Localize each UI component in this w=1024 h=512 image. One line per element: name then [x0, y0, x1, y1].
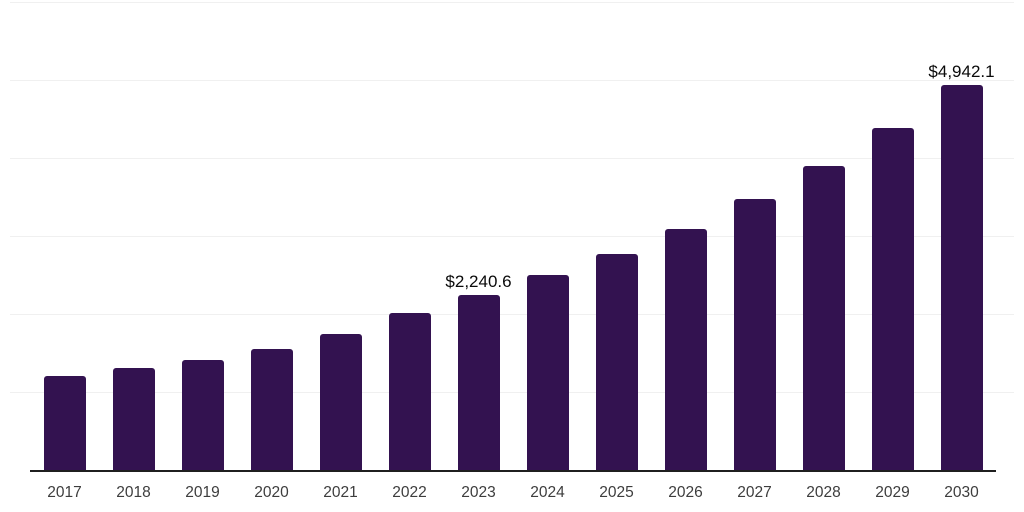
bar-2021 [319, 333, 362, 470]
data-label-2030: $4,942.1 [928, 61, 995, 81]
x-tick-2023: 2023 [461, 484, 496, 501]
x-tick-2024: 2024 [530, 484, 565, 501]
bar-2028 [802, 165, 845, 470]
bar-2020 [250, 348, 293, 470]
bar-2026 [664, 228, 707, 470]
x-tick-2018: 2018 [116, 484, 151, 501]
x-tick-2029: 2029 [875, 484, 910, 501]
bar-2029 [871, 128, 914, 470]
bar-2023 [457, 295, 500, 470]
x-tick-2017: 2017 [47, 484, 82, 501]
bar-2025 [595, 253, 638, 470]
gridline-4000 [10, 157, 1014, 159]
x-tick-2025: 2025 [599, 484, 634, 501]
gridline-5000 [10, 79, 1014, 81]
bar-2018 [112, 367, 155, 470]
bar-2022 [388, 312, 431, 470]
data-label-2023: $2,240.6 [445, 272, 512, 292]
x-tick-2027: 2027 [737, 484, 772, 501]
bar-2024 [526, 275, 569, 470]
bar-2027 [733, 199, 776, 470]
x-tick-2030: 2030 [944, 484, 979, 501]
gridline-1000 [10, 391, 1014, 393]
x-tick-2026: 2026 [668, 484, 703, 501]
bar-2017 [43, 375, 86, 470]
gridline-3000 [10, 235, 1014, 237]
x-tick-2022: 2022 [392, 484, 427, 501]
bar-2030 [940, 84, 983, 470]
x-tick-2020: 2020 [254, 484, 289, 501]
x-tick-2028: 2028 [806, 484, 841, 501]
x-tick-2021: 2021 [323, 484, 358, 501]
gridline-2000 [10, 313, 1014, 315]
x-axis-line [30, 470, 996, 472]
bar-2019 [181, 359, 224, 470]
x-tick-2019: 2019 [185, 484, 220, 501]
gridline-6000 [10, 1, 1014, 3]
